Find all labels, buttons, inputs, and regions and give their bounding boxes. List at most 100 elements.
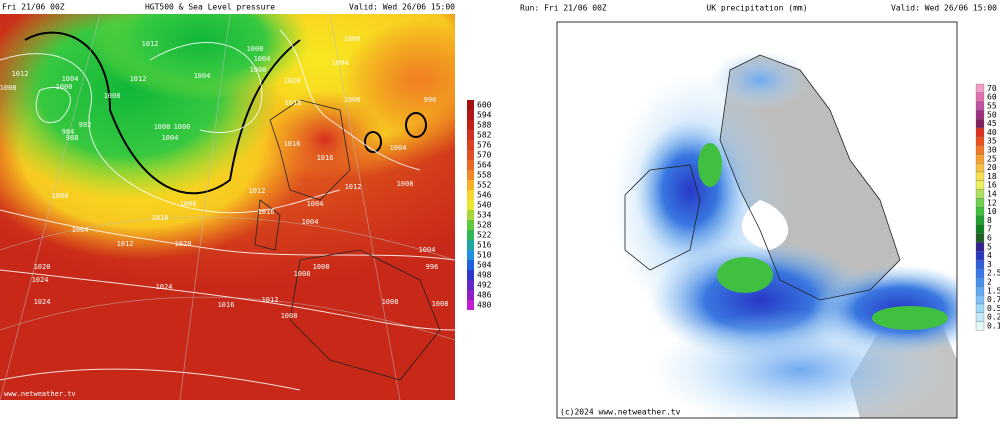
colorbar-cell	[975, 268, 985, 278]
colorbar-label: 7	[987, 225, 992, 234]
isobar-label: 988	[66, 134, 79, 142]
isobar-label: 1008	[180, 200, 197, 208]
colorbar-cell	[467, 160, 474, 170]
colorbar-label: 10	[987, 207, 997, 216]
colorbar-label: 504	[477, 261, 492, 270]
isobar-label: 984	[62, 128, 75, 136]
colorbar-cell	[467, 190, 474, 200]
isobar-label: 996	[426, 263, 439, 271]
colorbar-cell	[467, 210, 474, 220]
colorbar-cell	[467, 270, 474, 280]
isobar-label: 1024	[34, 298, 51, 306]
colorbar-cell	[975, 163, 985, 173]
colorbar-cell	[467, 110, 474, 120]
colorbar-cell	[467, 100, 474, 110]
colorbar-label: 540	[477, 201, 492, 210]
colorbar-cell	[467, 140, 474, 150]
colorbar-label: 2.5	[987, 269, 1000, 278]
colorbar-cell	[975, 242, 985, 252]
colorbar-cell	[975, 154, 985, 164]
run-label: Run: Fri 21/06 00Z	[520, 4, 607, 13]
colorbar-cell	[975, 215, 985, 225]
isobar-label: 1004	[254, 55, 271, 63]
colorbar-label: 588	[477, 121, 492, 130]
isobar-label: 1012	[130, 75, 147, 83]
valid-label: Valid: Wed 26/06 15:00	[891, 4, 997, 13]
isobar-label: 1000	[174, 123, 191, 131]
colorbar-label: 486	[477, 291, 492, 300]
colorbar-cell	[975, 251, 985, 261]
contour	[405, 112, 427, 138]
colorbar-cell	[467, 180, 474, 190]
colorbar-label: 534	[477, 211, 492, 220]
footer: (c)2024 www.netweather.tv	[560, 408, 681, 417]
precip-heavy	[698, 143, 722, 187]
colorbar-cell	[467, 130, 474, 140]
colorbar-label: 50	[987, 110, 997, 119]
colorbar-label: 516	[477, 241, 492, 250]
isobar-label: 1012	[117, 240, 134, 248]
colorbar-label: 570	[477, 151, 492, 160]
isobar-label: 1016	[285, 99, 302, 107]
isobar-label: 1008	[52, 192, 69, 200]
isobar-label: 996	[424, 96, 437, 104]
colorbar-label: 522	[477, 231, 492, 240]
isobar-label: 1020	[175, 240, 192, 248]
isobar-label: 1000	[250, 66, 267, 74]
colorbar-cell	[975, 259, 985, 269]
colorbar-label: 594	[477, 111, 492, 120]
colorbar-cell	[467, 120, 474, 130]
colorbar-cell	[975, 224, 985, 234]
isobar-label: 1008	[344, 96, 361, 104]
isobar-label: 1000	[247, 45, 264, 53]
colorbar-cell	[975, 145, 985, 155]
colorbar-cell	[975, 110, 985, 120]
colorbar-cell	[467, 220, 474, 230]
colorbar-label: 582	[477, 131, 492, 140]
precip	[710, 50, 810, 110]
isobar-label: 1016	[284, 140, 301, 148]
colorbar-label: 70	[987, 84, 997, 93]
isobar-label: 1008	[154, 123, 171, 131]
isobar-label: 1012	[262, 296, 279, 304]
coastline	[719, 54, 901, 301]
colorbar-label: 18	[987, 172, 997, 181]
precip	[635, 120, 745, 260]
colorbar-label: 498	[477, 271, 492, 280]
colorbar-cell	[975, 312, 985, 322]
isobar-label: 1004	[62, 75, 79, 83]
colorbar-label: 0.75	[987, 295, 1000, 304]
isobar-label: 1000	[56, 83, 73, 91]
contour	[364, 131, 382, 153]
isobar-label: 1004	[390, 144, 407, 152]
colorbar-cell	[975, 83, 985, 93]
map-frame	[556, 21, 958, 419]
isobar-label: 1012	[142, 40, 159, 48]
colorbar-cell	[975, 92, 985, 102]
colorbar-cell	[467, 300, 474, 310]
isobar-label: 1020	[284, 77, 301, 85]
colorbar-label: 3	[987, 260, 992, 269]
precip-heavy	[717, 257, 773, 293]
dry-area	[741, 200, 789, 250]
colorbar-label: 480	[477, 301, 492, 310]
colorbar-cell	[975, 189, 985, 199]
colorbar-cell	[975, 198, 985, 208]
colorbar-cell	[975, 321, 985, 331]
isobar-label: 1012	[12, 70, 29, 78]
colorbar-cell	[975, 171, 985, 181]
colorbar-cell	[975, 286, 985, 296]
coastline	[624, 164, 701, 271]
colorbar-cell	[975, 127, 985, 137]
colorbar-label: 4	[987, 251, 992, 260]
isobar-label: 1008	[0, 84, 16, 92]
colorbar-label: 2	[987, 278, 992, 287]
isobar-label: 1004	[307, 200, 324, 208]
colorbar-label: 600	[477, 101, 492, 110]
colorbar-label: 30	[987, 146, 997, 155]
colorbar-cell	[975, 136, 985, 146]
isobar-label: 1024	[156, 283, 173, 291]
colorbar-cell	[467, 230, 474, 240]
